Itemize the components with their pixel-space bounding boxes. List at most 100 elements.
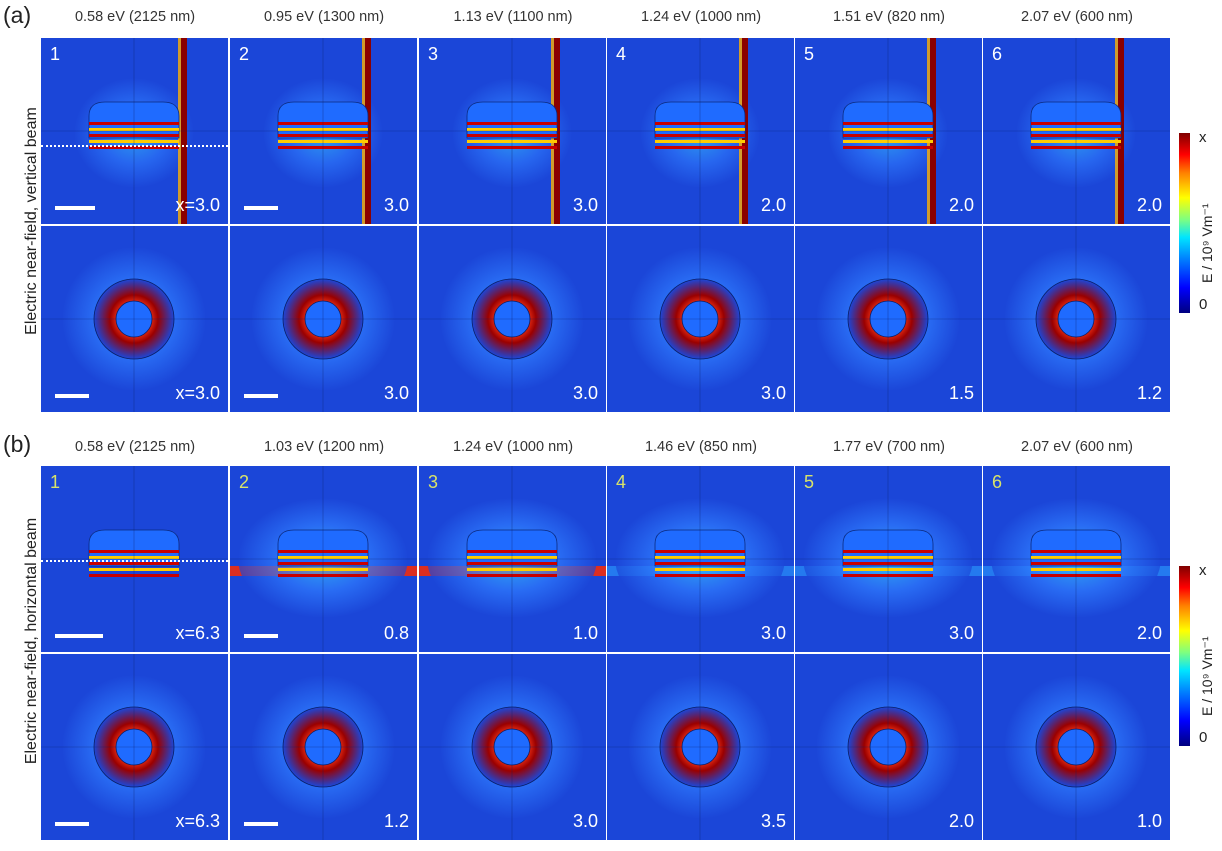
field-map-side-view: 3 1.0 bbox=[419, 466, 606, 652]
field-scale-label: 1.0 bbox=[572, 623, 598, 643]
field-scale-label: 2.0 bbox=[948, 811, 974, 831]
field-map-graphic bbox=[41, 654, 228, 840]
field-map-cross-section: x=3.0 bbox=[41, 226, 228, 412]
field-map-graphic bbox=[983, 226, 1170, 412]
field-map-graphic bbox=[419, 226, 606, 412]
field-map-graphic bbox=[419, 654, 606, 840]
field-map-cross-section: 1.0 bbox=[983, 654, 1170, 840]
field-scale-label: 1.5 bbox=[948, 383, 974, 403]
field-map-side-view: 1 x=3.0 bbox=[41, 38, 228, 224]
field-scale-label: 2.0 bbox=[760, 195, 786, 215]
field-map-cross-section: 3.0 bbox=[230, 226, 417, 412]
energy-label: 1.24 eV (1000 nm) bbox=[452, 439, 574, 455]
field-map-cross-section: 3.5 bbox=[607, 654, 794, 840]
colorbar-gradient bbox=[1179, 566, 1190, 746]
field-scale-label: 2.0 bbox=[1136, 195, 1162, 215]
colorbar-min-label: 0 bbox=[1199, 729, 1208, 746]
energy-label: 1.51 eV (820 nm) bbox=[832, 9, 946, 25]
energy-label: 1.03 eV (1200 nm) bbox=[263, 439, 385, 455]
mode-number: 1 bbox=[50, 44, 61, 64]
field-map-side-view: 4 3.0 bbox=[607, 466, 794, 652]
field-map-graphic bbox=[41, 226, 228, 412]
energy-label: 1.77 eV (700 nm) bbox=[832, 439, 946, 455]
field-scale-label: 3.5 bbox=[760, 811, 786, 831]
field-map-side-view: 6 2.0 bbox=[983, 38, 1170, 224]
cut-line bbox=[41, 145, 228, 147]
energy-label: 1.24 eV (1000 nm) bbox=[640, 9, 762, 25]
field-scale-label: 3.0 bbox=[383, 383, 409, 403]
energy-label: 1.13 eV (1100 nm) bbox=[453, 9, 573, 25]
field-map-cross-section: x=6.3 bbox=[41, 654, 228, 840]
field-map-cross-section: 2.0 bbox=[795, 654, 982, 840]
panel-b-ylabel: Electric near-field, horizontal beam bbox=[23, 517, 40, 765]
field-map-side-view: 4 2.0 bbox=[607, 38, 794, 224]
field-map-graphic bbox=[983, 654, 1170, 840]
energy-label: 0.58 eV (2125 nm) bbox=[74, 9, 196, 25]
mode-number: 6 bbox=[992, 472, 1003, 492]
field-map-cross-section: 3.0 bbox=[419, 226, 606, 412]
field-map-graphic bbox=[983, 466, 1170, 652]
scale-bar bbox=[55, 394, 89, 398]
field-map-graphic bbox=[607, 38, 794, 224]
field-scale-label: x=3.0 bbox=[175, 195, 220, 215]
colorbar-gradient bbox=[1179, 133, 1190, 313]
field-scale-label: x=3.0 bbox=[175, 383, 220, 403]
field-map-graphic bbox=[983, 38, 1170, 224]
colorbar-max-label: x bbox=[1199, 129, 1207, 146]
energy-label: 1.46 eV (850 nm) bbox=[644, 439, 758, 455]
scale-bar bbox=[244, 634, 278, 638]
field-map-side-view: 5 2.0 bbox=[795, 38, 982, 224]
scale-bar bbox=[55, 634, 103, 638]
scale-bar bbox=[55, 822, 89, 826]
field-scale-label: 2.0 bbox=[948, 195, 974, 215]
field-map-graphic bbox=[795, 38, 982, 224]
energy-label: 0.58 eV (2125 nm) bbox=[74, 439, 196, 455]
field-scale-label: x=6.3 bbox=[175, 811, 220, 831]
field-map-cross-section: 3.0 bbox=[419, 654, 606, 840]
colorbar-b: x 0 E / 10⁹ Vm⁻¹ bbox=[1175, 562, 1222, 752]
field-map-side-view: 2 0.8 bbox=[230, 466, 417, 652]
colorbar-a: x 0 E / 10⁹ Vm⁻¹ bbox=[1175, 129, 1222, 319]
field-scale-label: 3.0 bbox=[760, 623, 786, 643]
mode-number: 2 bbox=[239, 472, 250, 492]
field-map-side-view: 6 2.0 bbox=[983, 466, 1170, 652]
field-map-graphic bbox=[607, 226, 794, 412]
colorbar-title: E / 10⁹ Vm⁻¹ bbox=[1199, 636, 1215, 716]
field-map-graphic bbox=[795, 654, 982, 840]
scale-bar bbox=[244, 394, 278, 398]
field-map-graphic bbox=[795, 226, 982, 412]
colorbar-min-label: 0 bbox=[1199, 296, 1208, 313]
energy-label: 2.07 eV (600 nm) bbox=[1020, 9, 1134, 25]
field-map-graphic bbox=[419, 466, 606, 652]
energy-label: 0.95 eV (1300 nm) bbox=[263, 9, 385, 25]
field-map-graphic bbox=[41, 38, 228, 224]
field-scale-label: 3.0 bbox=[572, 195, 598, 215]
mode-number: 4 bbox=[616, 472, 627, 492]
field-map-graphic bbox=[230, 466, 417, 652]
field-scale-label: 0.8 bbox=[383, 623, 409, 643]
field-scale-label: 1.2 bbox=[1136, 383, 1162, 403]
mode-number: 4 bbox=[616, 44, 627, 64]
field-map-graphic bbox=[795, 466, 982, 652]
energy-label: 2.07 eV (600 nm) bbox=[1020, 439, 1134, 455]
field-map-graphic bbox=[607, 466, 794, 652]
field-scale-label: 2.0 bbox=[1136, 623, 1162, 643]
field-scale-label: x=6.3 bbox=[175, 623, 220, 643]
mode-number: 3 bbox=[428, 44, 439, 64]
field-map-cross-section: 3.0 bbox=[607, 226, 794, 412]
cut-line bbox=[41, 560, 228, 562]
field-map-cross-section: 1.2 bbox=[983, 226, 1170, 412]
scale-bar bbox=[244, 206, 278, 210]
field-scale-label: 3.0 bbox=[572, 383, 598, 403]
field-scale-label: 3.0 bbox=[948, 623, 974, 643]
scale-bar bbox=[55, 206, 95, 210]
field-map-graphic bbox=[230, 654, 417, 840]
field-map-side-view: 1 x=6.3 bbox=[41, 466, 228, 652]
field-scale-label: 3.0 bbox=[383, 195, 409, 215]
mode-number: 2 bbox=[239, 44, 250, 64]
field-scale-label: 3.0 bbox=[760, 383, 786, 403]
colorbar-title: E / 10⁹ Vm⁻¹ bbox=[1199, 203, 1215, 283]
field-map-graphic bbox=[419, 38, 606, 224]
panel-a-ylabel: Electric near-field, vertical beam bbox=[23, 107, 40, 335]
panel-b-label: (b) bbox=[3, 431, 32, 457]
